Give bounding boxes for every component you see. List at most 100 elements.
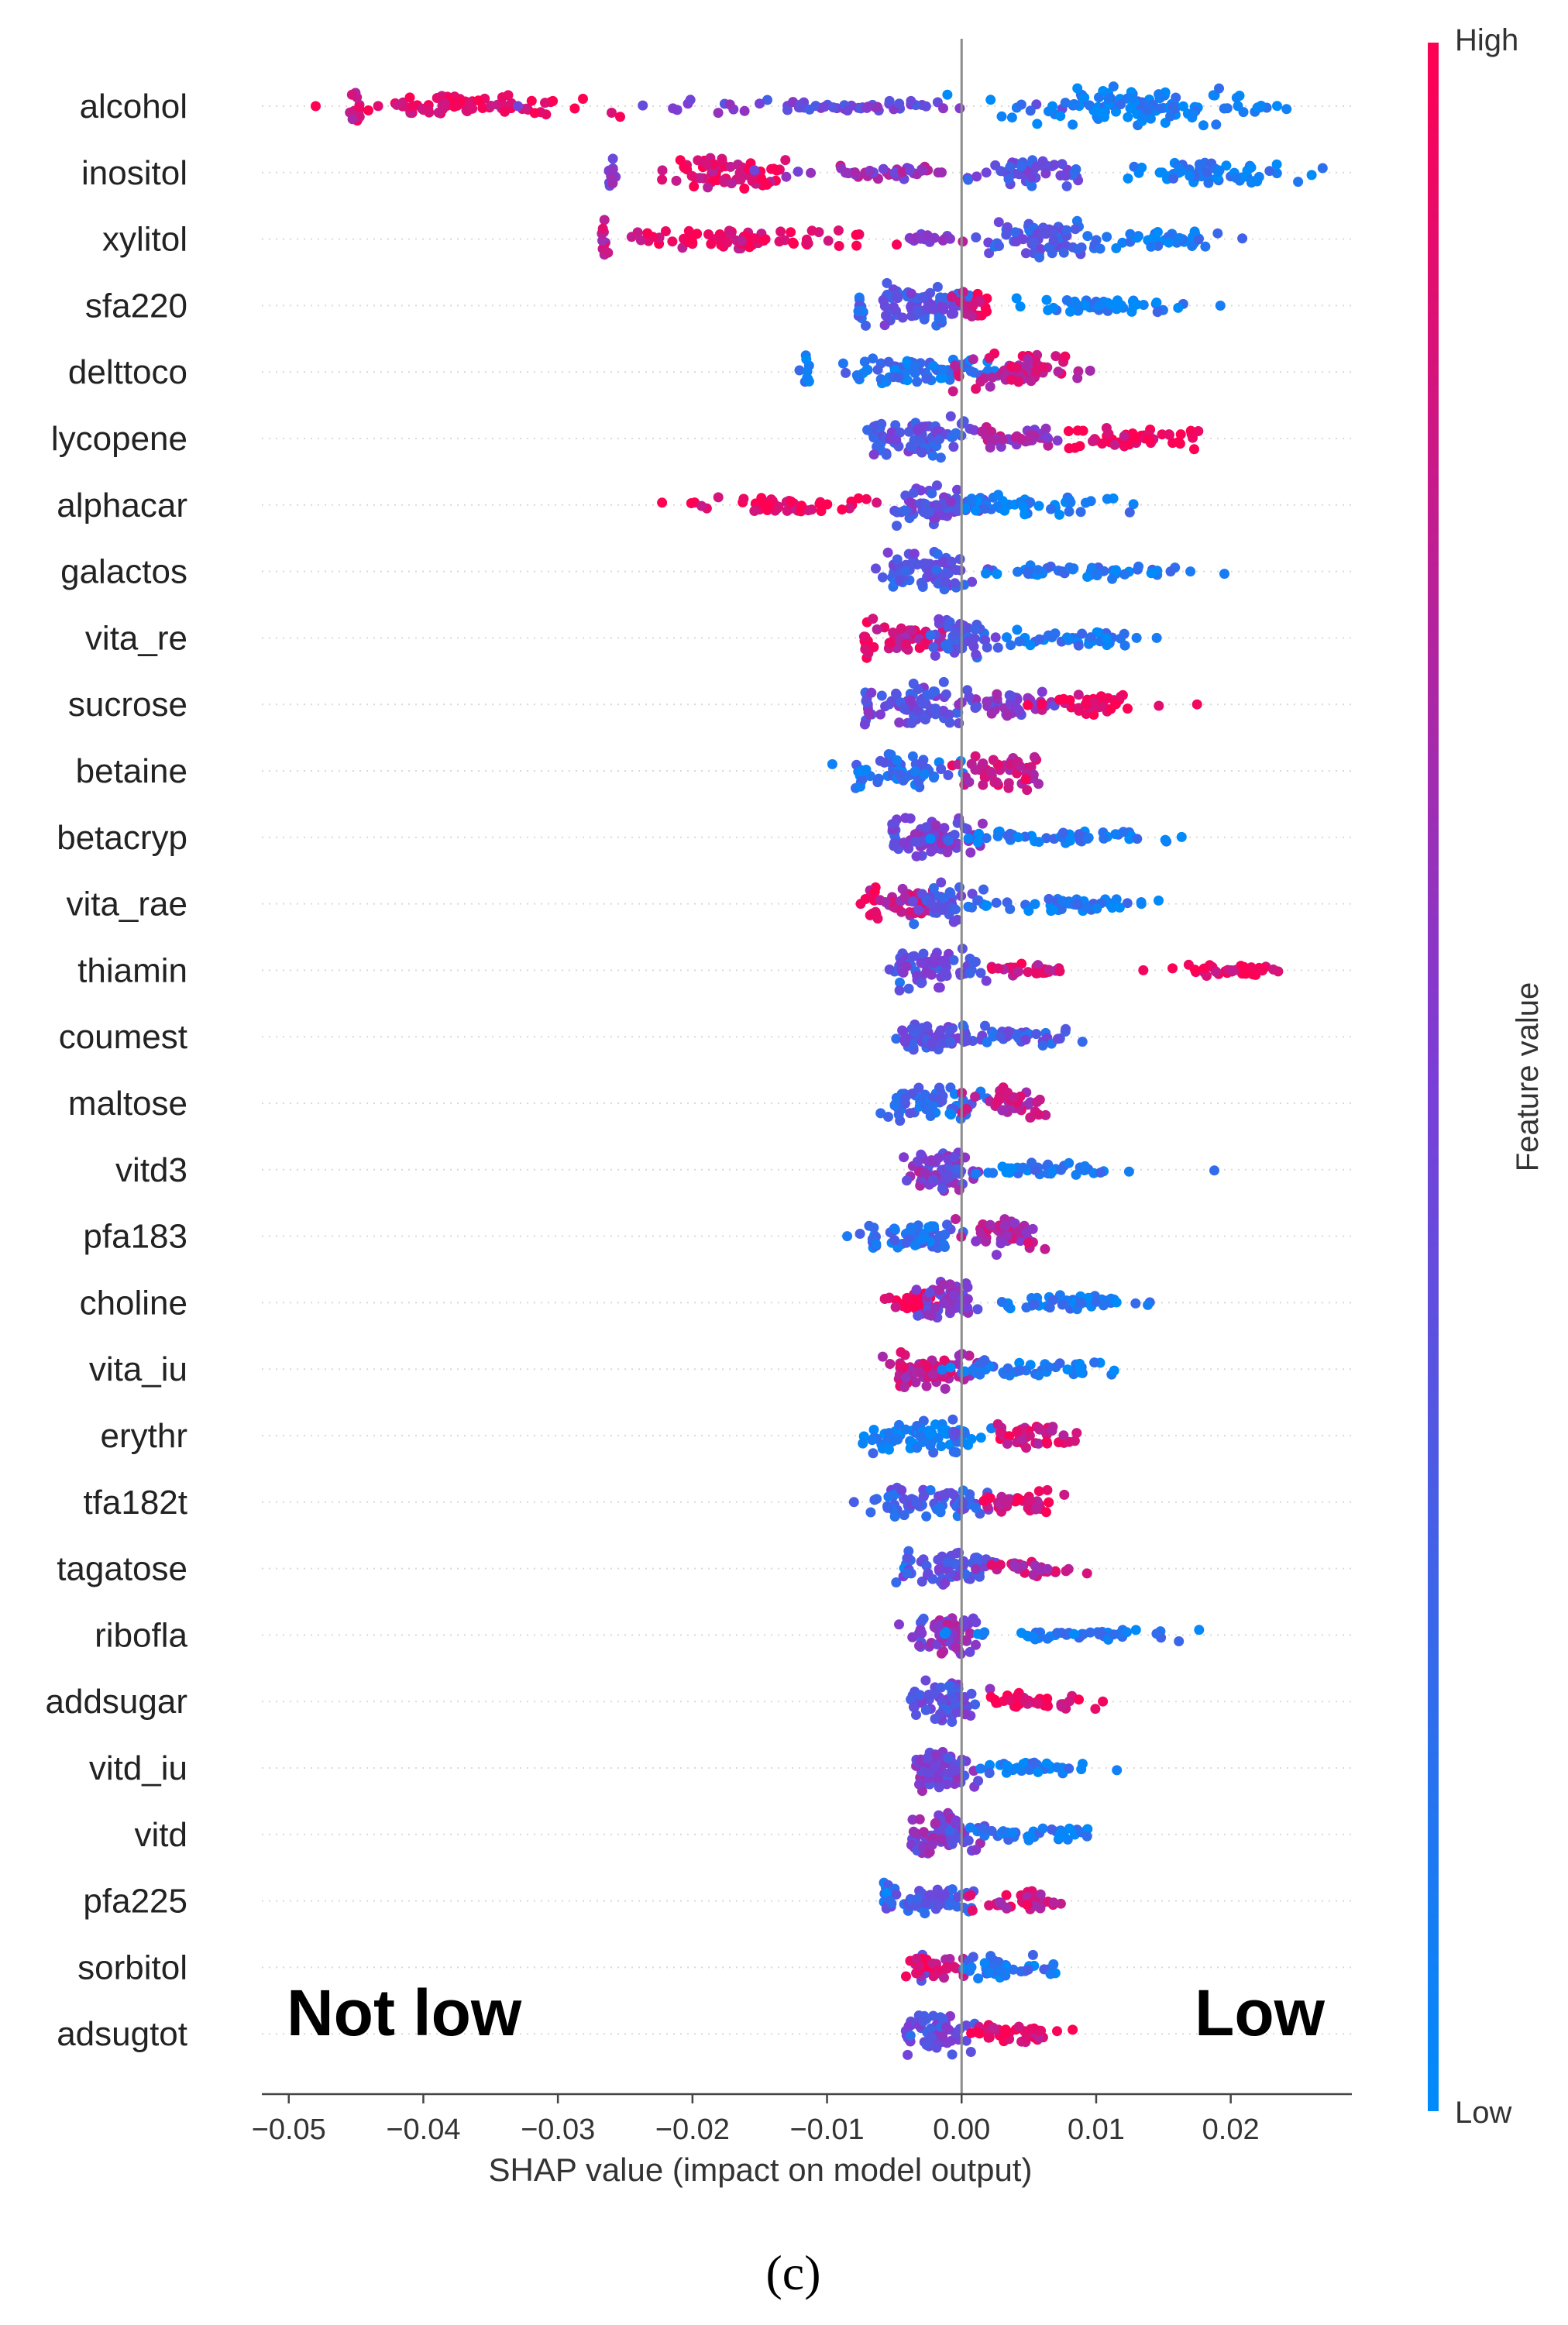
shap-point: [1215, 301, 1226, 311]
shap-point: [1022, 1900, 1033, 1911]
shap-point: [1237, 233, 1248, 244]
shap-point: [981, 1236, 992, 1247]
shap-point: [929, 1688, 940, 1699]
shap-point: [921, 559, 932, 569]
shap-point: [607, 164, 618, 175]
shap-point: [923, 301, 934, 311]
feature-label: tfa182t: [83, 1484, 187, 1522]
shap-point: [936, 1834, 947, 1845]
shap-point: [1040, 168, 1051, 179]
shap-point: [1079, 1161, 1090, 1171]
shap-point: [962, 1282, 973, 1292]
shap-point: [1041, 1758, 1052, 1769]
shap-point: [902, 1292, 913, 1303]
shap-point: [946, 497, 956, 507]
shap-point: [958, 1485, 968, 1496]
shap-point: [346, 89, 357, 100]
shap-point: [972, 895, 983, 906]
shap-point: [859, 356, 870, 367]
shap-point: [851, 240, 862, 251]
shap-point: [1160, 834, 1171, 845]
shap-point: [902, 1568, 913, 1579]
shap-point: [973, 1973, 984, 1984]
shap-point: [844, 503, 855, 514]
shap-point: [1037, 699, 1047, 710]
shap-point: [944, 1172, 954, 1183]
shap-point: [1057, 566, 1067, 576]
shap-point: [1033, 565, 1044, 576]
shap-point: [948, 1490, 959, 1500]
shap-point: [1050, 628, 1061, 639]
shap-point: [872, 364, 883, 375]
shap-point: [926, 1310, 937, 1321]
shap-point: [951, 1164, 962, 1175]
shap-point: [927, 450, 938, 461]
shap-point: [887, 819, 898, 830]
shap-point: [781, 171, 792, 182]
shap-point: [1138, 965, 1149, 975]
shap-point: [989, 348, 1000, 359]
shap-point: [950, 627, 961, 638]
shap-point: [1103, 93, 1114, 104]
feature-label: vita_re: [85, 619, 187, 657]
shap-point: [926, 899, 937, 910]
shap-point: [1029, 1299, 1040, 1309]
shap-point: [1057, 159, 1068, 170]
shap-point: [1090, 1704, 1101, 1715]
shap-point: [686, 170, 697, 181]
shap-point: [927, 1839, 937, 1850]
shap-point: [922, 1021, 933, 1032]
shap-point: [1106, 703, 1116, 714]
shap-point: [1014, 1357, 1025, 1368]
shap-point: [775, 226, 786, 237]
shap-point: [934, 614, 944, 624]
x-tick-label: −0.03: [521, 2113, 595, 2146]
shap-point: [896, 623, 906, 634]
shap-point: [951, 428, 961, 439]
shap-point: [1080, 300, 1091, 311]
shap-point: [893, 372, 904, 383]
shap-point: [668, 103, 679, 114]
shap-point: [921, 1560, 932, 1571]
shap-point: [894, 717, 905, 728]
shap-point: [1023, 1964, 1033, 1975]
shap-point: [1114, 902, 1125, 913]
shap-point: [1012, 1426, 1023, 1437]
shap-point: [982, 642, 992, 653]
shap-point: [889, 1100, 900, 1111]
shap-point: [910, 836, 920, 847]
shap-point: [1059, 1489, 1070, 1500]
feature-row-points: [794, 348, 1095, 397]
shap-point: [1068, 119, 1078, 130]
shap-point: [962, 1035, 973, 1046]
feature-row-points: [855, 877, 1164, 930]
shap-point: [1048, 1959, 1059, 1969]
shap-point: [902, 1553, 913, 1563]
shap-point: [1094, 300, 1105, 311]
feature-labels: alcohol inositol xylitol sfa220 delttoco lyco…: [46, 88, 188, 2053]
shap-point: [883, 1112, 893, 1122]
shap-point: [936, 1441, 947, 1452]
shap-point: [965, 2047, 976, 2057]
shap-point: [915, 233, 926, 244]
shap-point: [967, 1365, 978, 1376]
shap-point: [921, 966, 932, 977]
shap-point: [1175, 429, 1186, 440]
shap-point: [889, 1235, 900, 1246]
shap-point: [898, 837, 909, 848]
shap-point: [803, 238, 813, 249]
shap-point: [944, 717, 955, 728]
shap-point: [1082, 572, 1093, 582]
shap-point: [1071, 1169, 1081, 1180]
shap-point: [954, 103, 965, 114]
x-tick-label: 0.00: [933, 2113, 990, 2146]
shap-point: [905, 695, 916, 706]
shap-point: [919, 314, 930, 325]
shap-point: [936, 877, 947, 888]
shap-point: [1002, 222, 1013, 232]
shap-point: [1068, 2024, 1078, 2035]
shap-point: [942, 1963, 952, 1974]
shap-point: [1101, 423, 1112, 433]
shap-point: [1033, 837, 1044, 848]
shap-point: [569, 103, 580, 114]
